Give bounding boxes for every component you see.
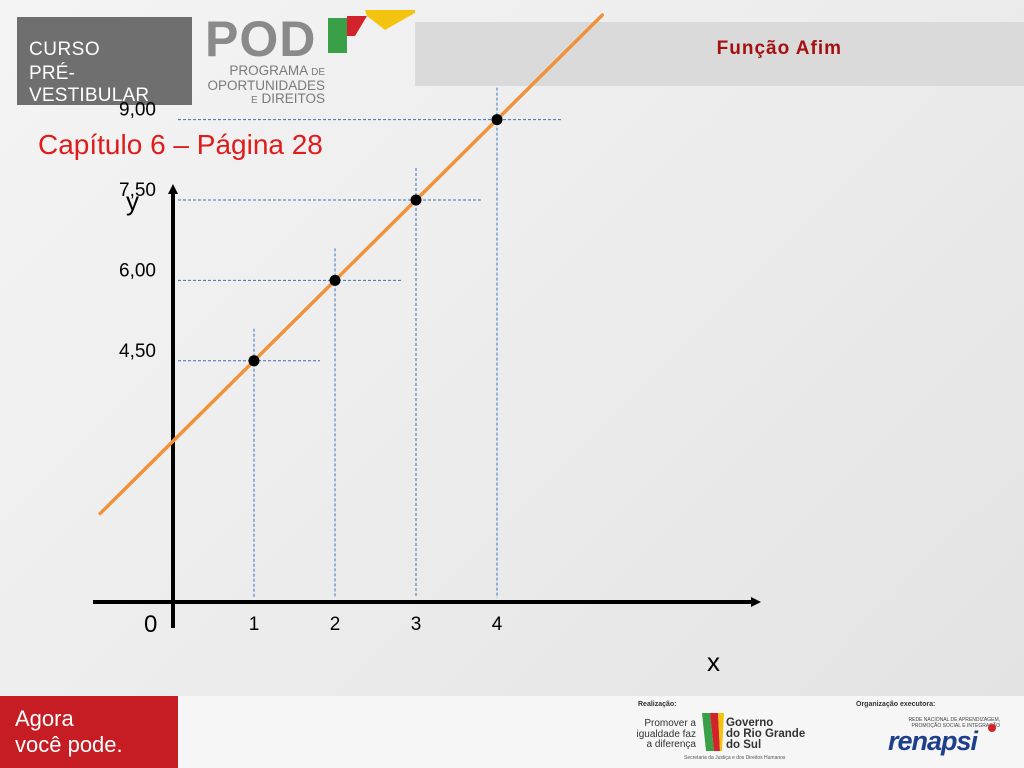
y-tick-label: 4,50 [119, 341, 156, 362]
y-axis-label: y [126, 186, 139, 216]
promover-igualdade-text: Promover a igualdade faz a diferença [636, 718, 697, 750]
data-point [491, 114, 503, 126]
pre-vestibular-label: PRÉ-VESTIBULAR [29, 63, 150, 106]
pod-logo: POD PROGRAMA DE OPORTUNIDADES E DIREITOS [205, 8, 415, 108]
y-tick-label: 6,00 [119, 260, 156, 281]
data-point [248, 355, 260, 367]
header-band [415, 22, 1024, 86]
x-tick-label: 4 [492, 614, 503, 635]
renapsi-logo: renapsi [888, 726, 978, 756]
origin-label: 0 [144, 611, 157, 638]
chapter-title: Capítulo 6 – Página 28 [38, 129, 323, 160]
agora-text: Agora [15, 706, 74, 731]
pod-subtitle: PROGRAMA DE OPORTUNIDADES E DIREITOS [207, 63, 325, 106]
agora-voce-pode-banner: Agora você pode. [0, 696, 178, 768]
x-tick-label: 2 [330, 614, 341, 635]
x-axis-label: x [707, 647, 720, 677]
rs-government-flag-icon [702, 713, 724, 751]
x-tick-label: 1 [249, 614, 260, 635]
pod-wordmark: POD [205, 11, 317, 67]
renapsi-dot-icon [988, 724, 996, 732]
secretaria-text: Secretaria da Justiça e dos Direitos Hum… [684, 755, 786, 761]
pod-flag-icon [328, 10, 415, 53]
curso-pre-vestibular-logo: CURSO PRÉ-VESTIBULAR [17, 17, 192, 106]
voce-pode-text: você pode. [15, 732, 123, 757]
y-tick-label: 9,00 [119, 100, 156, 121]
governo-rs-logo-text: Governo do Rio Grande do Sul [726, 717, 806, 751]
function-line [98, 13, 605, 516]
data-point [329, 274, 341, 286]
data-point [410, 194, 422, 206]
y-tick-label: 7,50 [119, 180, 156, 201]
x-tick-label: 3 [411, 614, 422, 635]
renapsi-tagline: REDE NACIONAL DE APRENDIZAGEM, PROMOÇÃO … [908, 717, 1001, 729]
organizacao-label: Organização executora: [856, 701, 936, 708]
curso-label: CURSO [29, 39, 101, 60]
slide-header-title: Função Afim [716, 38, 842, 59]
realizacao-label: Realização: [638, 701, 677, 708]
